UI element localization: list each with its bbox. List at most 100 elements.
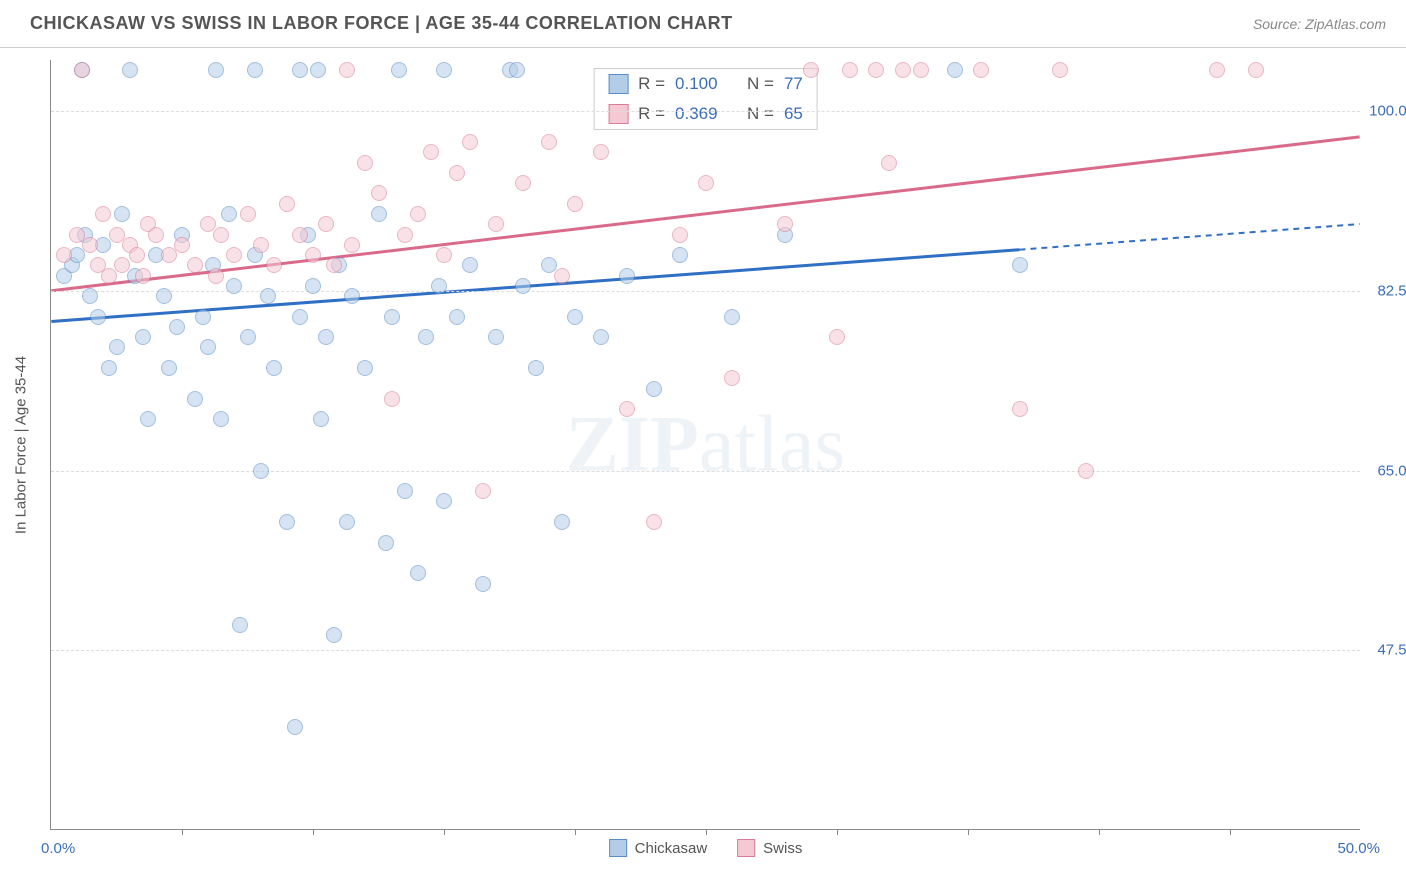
swiss-swatch (608, 104, 628, 124)
swiss-point (266, 257, 282, 273)
swiss-point (74, 62, 90, 78)
swiss-point (698, 175, 714, 191)
swiss-point (326, 257, 342, 273)
source-attribution: Source: ZipAtlas.com (1253, 16, 1386, 32)
swiss-point (339, 62, 355, 78)
x-tick (968, 829, 969, 835)
chickasaw-point (156, 288, 172, 304)
chickasaw-point (344, 288, 360, 304)
swiss-point (240, 206, 256, 222)
swiss-point (1012, 401, 1028, 417)
swiss-point (101, 268, 117, 284)
grid-line (51, 111, 1360, 112)
swiss-point (213, 227, 229, 243)
chickasaw-point (509, 62, 525, 78)
swiss-point (174, 237, 190, 253)
chickasaw-point (292, 62, 308, 78)
x-tick (837, 829, 838, 835)
y-tick-label: 47.5% (1365, 642, 1406, 659)
chickasaw-point (200, 339, 216, 355)
swiss-point (135, 268, 151, 284)
chart-title: CHICKASAW VS SWISS IN LABOR FORCE | AGE … (30, 13, 733, 34)
swiss-point (253, 237, 269, 253)
bottom-legend: Chickasaw Swiss (609, 839, 803, 857)
swiss-r-value: 0.369 (675, 104, 718, 124)
swiss-point (129, 247, 145, 263)
legend-item-swiss: Swiss (737, 839, 802, 857)
y-tick-label: 100.0% (1365, 103, 1406, 120)
chickasaw-point (449, 309, 465, 325)
stats-legend-box: R = 0.100 N = 77 R = 0.369 N = 65 (593, 68, 818, 130)
chickasaw-point (109, 339, 125, 355)
x-axis-min-label: 0.0% (41, 840, 75, 857)
chickasaw-point (475, 576, 491, 592)
swiss-point (114, 257, 130, 273)
chickasaw-point (436, 493, 452, 509)
swiss-point (593, 144, 609, 160)
chickasaw-point (232, 617, 248, 633)
chickasaw-swatch-icon (609, 839, 627, 857)
chickasaw-point (82, 288, 98, 304)
swiss-point (1209, 62, 1225, 78)
x-tick (1099, 829, 1100, 835)
chickasaw-point (593, 329, 609, 345)
x-tick (706, 829, 707, 835)
x-axis-max-label: 50.0% (1337, 840, 1380, 857)
chickasaw-point (266, 360, 282, 376)
chickasaw-point (161, 360, 177, 376)
title-bar: CHICKASAW VS SWISS IN LABOR FORCE | AGE … (0, 0, 1406, 48)
y-axis-title: In Labor Force | Age 35-44 (13, 355, 30, 533)
chickasaw-point (313, 411, 329, 427)
grid-line (51, 471, 1360, 472)
chickasaw-point (339, 514, 355, 530)
x-tick (444, 829, 445, 835)
swiss-point (384, 391, 400, 407)
chickasaw-point (240, 329, 256, 345)
chickasaw-point (397, 483, 413, 499)
swiss-point (724, 370, 740, 386)
chickasaw-point (226, 278, 242, 294)
swiss-point (895, 62, 911, 78)
swiss-point (567, 196, 583, 212)
swiss-point (292, 227, 308, 243)
swiss-point (397, 227, 413, 243)
chickasaw-point (213, 411, 229, 427)
swiss-point (344, 237, 360, 253)
swiss-point (1248, 62, 1264, 78)
chickasaw-point (488, 329, 504, 345)
swiss-point (541, 134, 557, 150)
swiss-point (488, 216, 504, 232)
chickasaw-point (287, 719, 303, 735)
swiss-point (672, 227, 688, 243)
chickasaw-point (672, 247, 688, 263)
x-tick (313, 829, 314, 835)
swiss-point (161, 247, 177, 263)
chickasaw-point (528, 360, 544, 376)
swiss-point (973, 62, 989, 78)
chickasaw-point (253, 463, 269, 479)
swiss-swatch-icon (737, 839, 755, 857)
chickasaw-point (391, 62, 407, 78)
swiss-point (515, 175, 531, 191)
swiss-point (148, 227, 164, 243)
swiss-point (279, 196, 295, 212)
chickasaw-point (187, 391, 203, 407)
chickasaw-point (462, 257, 478, 273)
swiss-point (95, 206, 111, 222)
chickasaw-point (305, 278, 321, 294)
swiss-point (1052, 62, 1068, 78)
swiss-point (187, 257, 203, 273)
x-tick (1230, 829, 1231, 835)
chickasaw-point (431, 278, 447, 294)
swiss-point (208, 268, 224, 284)
y-tick-label: 65.0% (1365, 462, 1406, 479)
swiss-point (226, 247, 242, 263)
chickasaw-point (567, 309, 583, 325)
chickasaw-r-value: 0.100 (675, 74, 718, 94)
chickasaw-point (140, 411, 156, 427)
stats-row-swiss: R = 0.369 N = 65 (594, 99, 817, 129)
chickasaw-point (436, 62, 452, 78)
chickasaw-point (114, 206, 130, 222)
swiss-point (475, 483, 491, 499)
legend-label-chickasaw: Chickasaw (635, 840, 708, 857)
